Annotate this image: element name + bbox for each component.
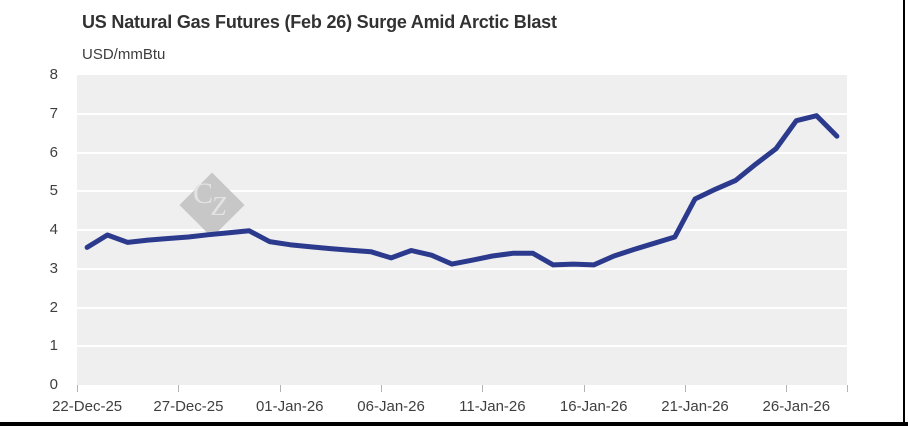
plot-area: C Z bbox=[77, 75, 847, 385]
frame-border-right bbox=[903, 0, 905, 426]
y-axis-tick-label: 1 bbox=[49, 337, 58, 355]
gridline bbox=[77, 267, 847, 270]
x-axis-tick-label: 21-Jan-26 bbox=[661, 398, 729, 415]
frame-border-bottom bbox=[0, 422, 908, 426]
x-axis-tick-label: 06-Jan-26 bbox=[357, 398, 425, 415]
y-axis-tick-label: 7 bbox=[49, 104, 58, 122]
x-axis-tick-label: 26-Jan-26 bbox=[762, 398, 831, 415]
y-axis-tick-label: 8 bbox=[49, 66, 58, 83]
x-axis-tick bbox=[786, 385, 788, 392]
chart-title: US Natural Gas Futures (Feb 26) Surge Am… bbox=[82, 12, 557, 32]
y-axis-tick-label: 2 bbox=[49, 298, 58, 316]
x-axis-tick-label: 16-Jan-26 bbox=[559, 398, 628, 415]
y-axis-tick-label: 3 bbox=[49, 259, 58, 277]
gridline bbox=[77, 112, 847, 115]
x-axis-tick-label: 01-Jan-26 bbox=[255, 398, 324, 415]
gridline bbox=[77, 190, 847, 193]
gridline bbox=[77, 229, 847, 231]
x-axis-tick bbox=[583, 385, 585, 392]
y-axis-tick-label: 4 bbox=[49, 221, 58, 238]
price-line-series bbox=[84, 113, 840, 268]
x-axis-tick bbox=[380, 385, 382, 392]
y-axis-tick-label: 6 bbox=[49, 143, 58, 161]
y-axis-tick-label: 0 bbox=[49, 376, 58, 393]
x-axis-tick bbox=[482, 385, 484, 392]
gridline bbox=[77, 345, 847, 348]
x-axis-tick bbox=[77, 385, 78, 392]
gridline bbox=[77, 151, 847, 154]
x-axis-tick-label: 11-Jan-26 bbox=[459, 398, 526, 415]
y-axis-tick-label: 5 bbox=[49, 182, 58, 200]
x-axis-tick bbox=[279, 385, 281, 392]
x-axis-tick bbox=[684, 385, 686, 392]
x-axis-tick bbox=[847, 385, 848, 392]
x-axis-tick bbox=[178, 385, 180, 392]
x-axis-tick-label: 27-Dec-25 bbox=[153, 398, 224, 415]
x-axis-tick-label: 22-Dec-25 bbox=[52, 398, 123, 415]
axis-unit-label: USD/mmBtu bbox=[82, 46, 166, 63]
price-line bbox=[84, 113, 840, 268]
gridline bbox=[77, 306, 847, 309]
